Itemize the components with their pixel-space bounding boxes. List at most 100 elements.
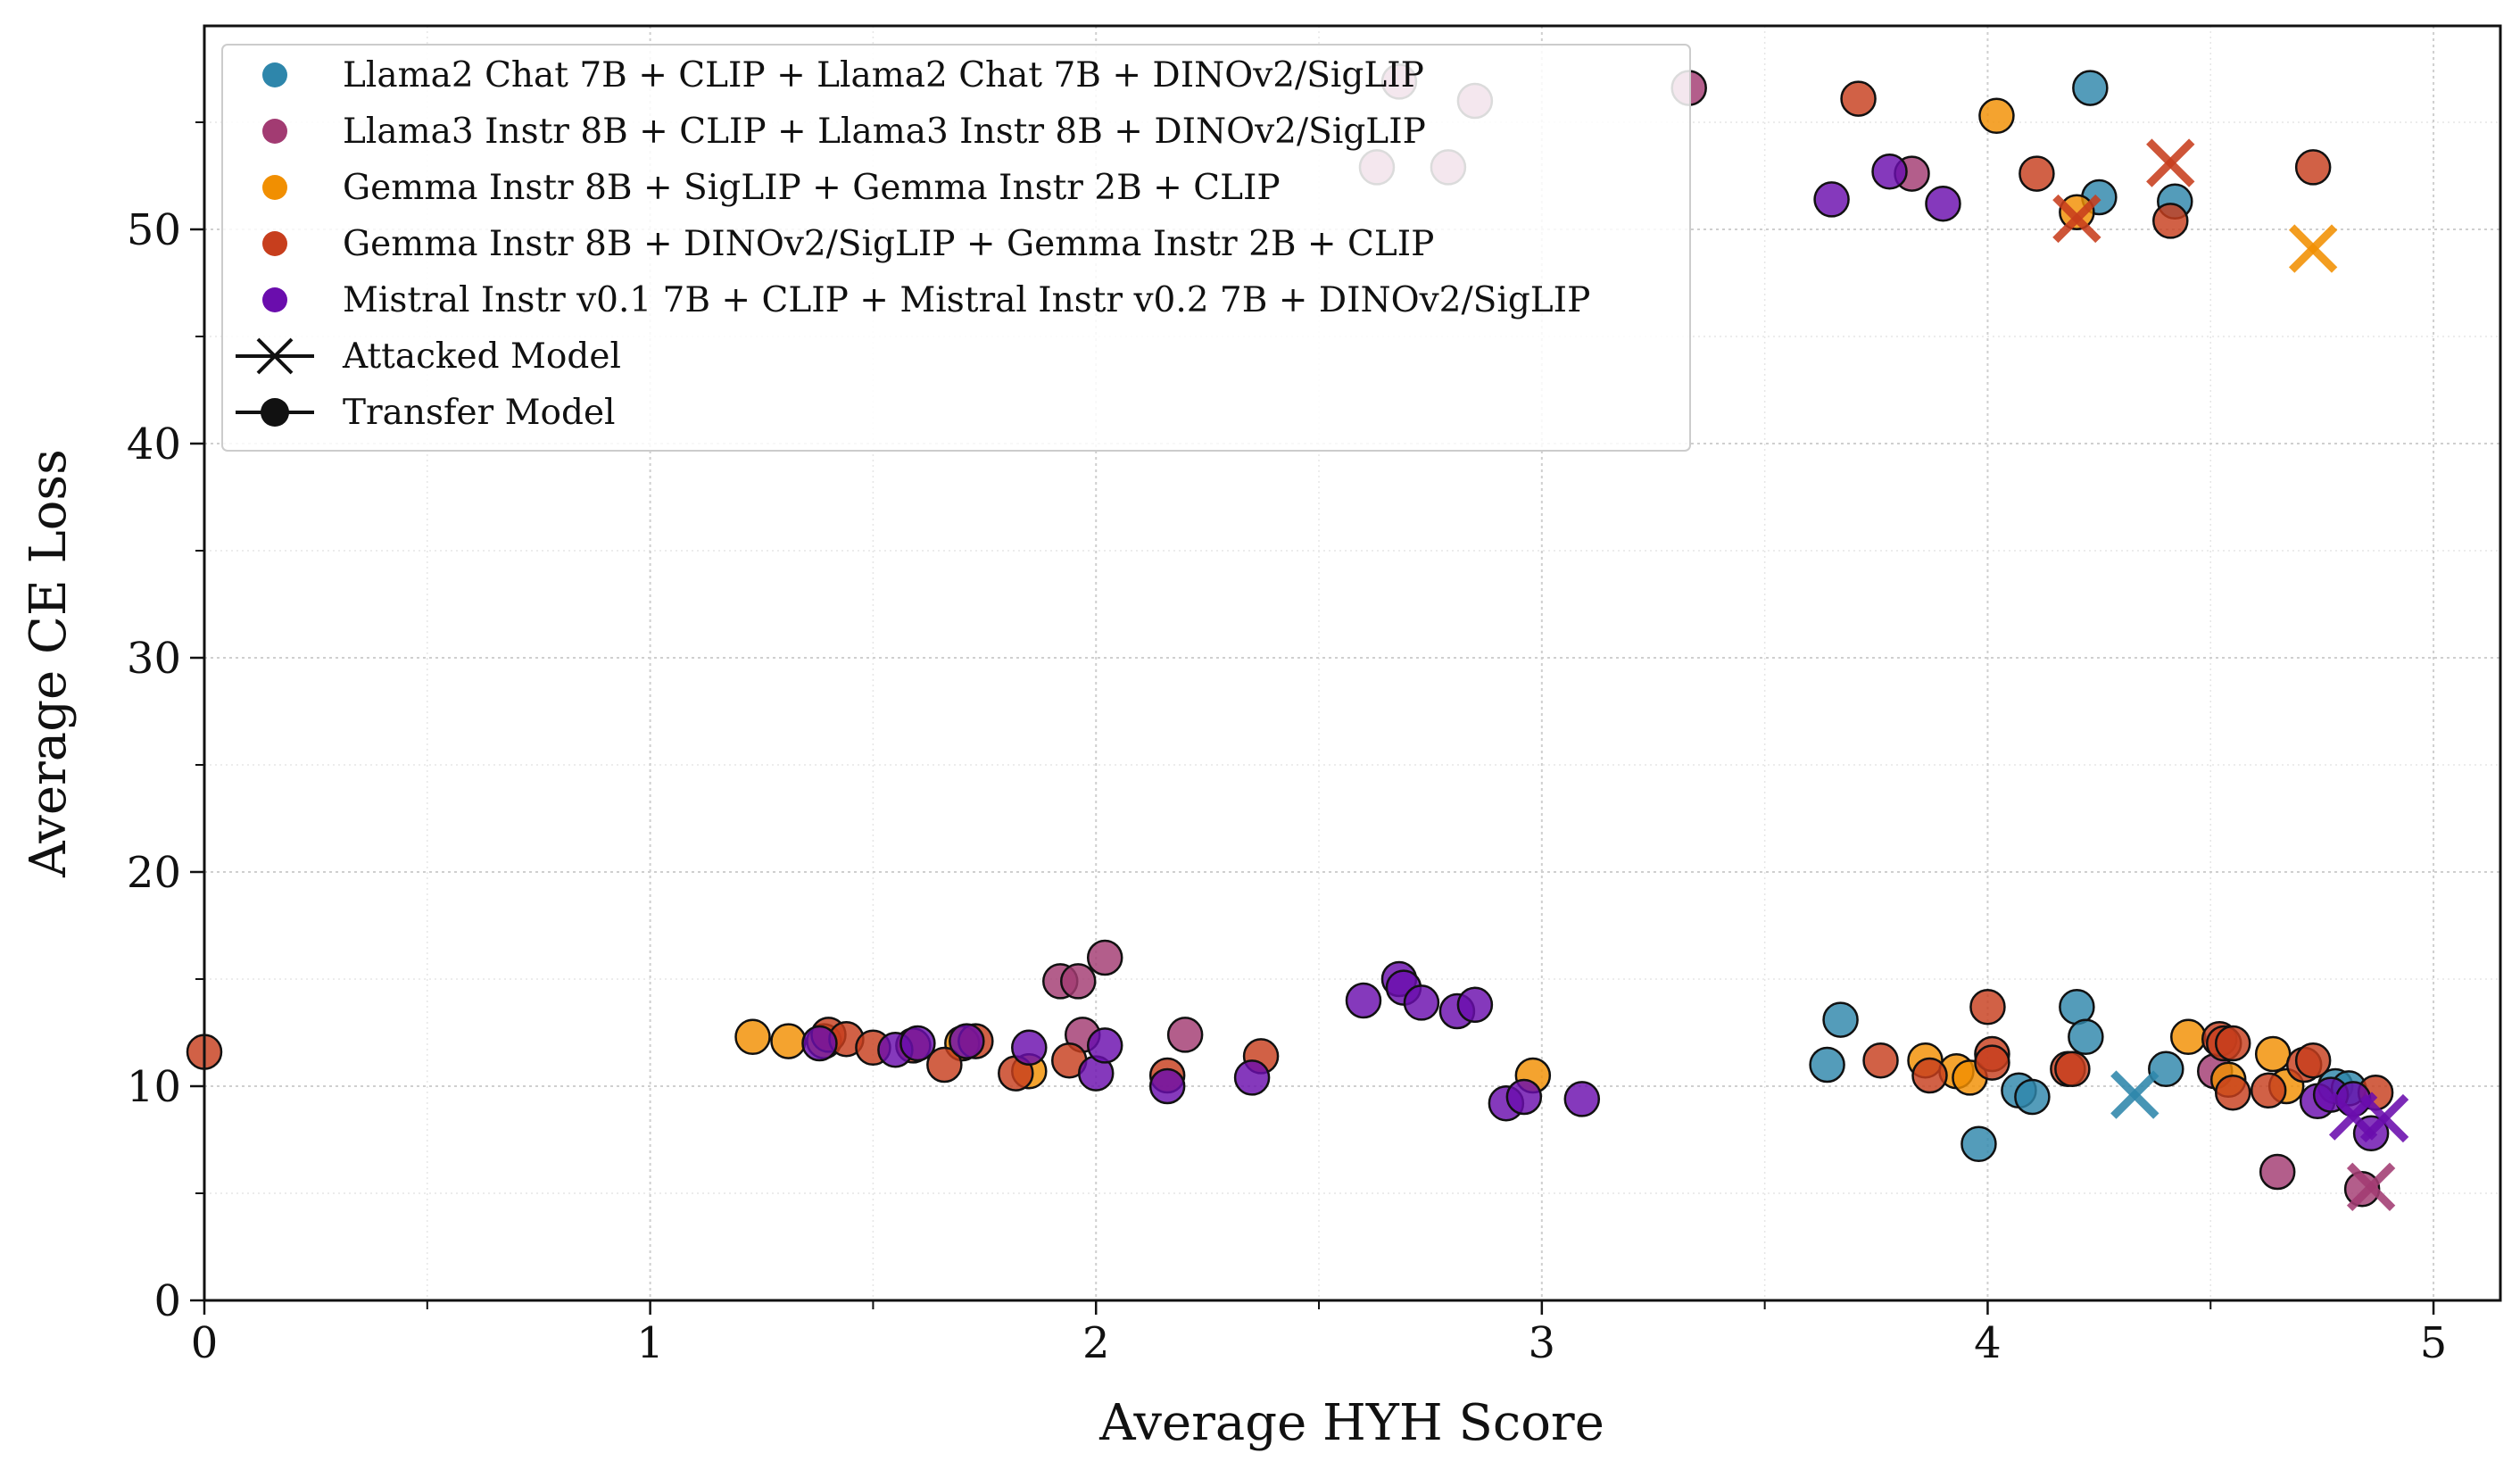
transfer-point [1840, 80, 1877, 117]
legend-label: Gemma Instr 8B + DINOv2/SigLIP + Gemma I… [343, 224, 1434, 264]
transfer-point [1086, 1027, 1123, 1064]
transfer-point [1974, 1044, 2010, 1081]
plot-frame [203, 24, 2502, 1302]
legend-marker [256, 337, 294, 375]
transfer-point [770, 1023, 807, 1059]
y-tick-label: 10 [127, 1062, 181, 1112]
series-3-attacked [2288, 224, 2338, 273]
transfer-point [1345, 982, 1382, 1019]
y-tick-label: 30 [127, 634, 181, 684]
transfer-point [926, 1046, 963, 1084]
transfer-point [2018, 155, 2055, 192]
y-axis-title: Average CE Loss [20, 449, 78, 878]
transfer-point [1148, 1067, 1186, 1105]
attacked-point [2146, 138, 2195, 187]
transfer-point [2059, 194, 2095, 231]
x-tick-label: 0 [191, 1318, 219, 1368]
legend-entry: Mistral Instr v0.1 7B + CLIP + Mistral I… [262, 280, 1590, 320]
transfer-point [1978, 97, 2015, 135]
series-1-attacked [2110, 1070, 2159, 1119]
legend-marker [262, 287, 287, 312]
series-4-attacked [2052, 138, 2195, 244]
transfer-point [2254, 1035, 2292, 1073]
transfer-point [2152, 203, 2189, 239]
series-2-attacked [2346, 1162, 2396, 1211]
transfer-point [1563, 1081, 1601, 1117]
transfer-point [2214, 1074, 2251, 1111]
legend-label: Transfer Model [343, 393, 616, 433]
legend-label: Attacked Model [342, 336, 621, 377]
transfer-point [1011, 1029, 1048, 1067]
transfer-point [2170, 1018, 2207, 1056]
transfer-point [1809, 1046, 1845, 1084]
transfer-point [1871, 153, 1908, 190]
legend-marker [261, 398, 289, 427]
legend-entry: Llama3 Instr 8B + CLIP + Llama3 Instr 8B… [262, 112, 1426, 152]
transfer-point [1925, 185, 1961, 222]
legend-label: Llama3 Instr 8B + CLIP + Llama3 Instr 8B… [343, 112, 1426, 152]
data-points [186, 63, 2409, 1211]
transfer-point [2294, 149, 2332, 186]
attacked-point-stroke [2346, 1162, 2396, 1211]
transfer-point [1166, 1017, 1204, 1053]
transfer-point [1813, 181, 1850, 218]
legend-marker [262, 62, 287, 87]
legend-marker [262, 231, 287, 256]
attacked-point-stroke [2146, 138, 2195, 187]
transfer-point [2054, 1050, 2091, 1088]
legend: Llama2 Chat 7B + CLIP + Llama2 Chat 7B +… [221, 44, 1691, 452]
legend-box [221, 44, 1691, 452]
attacked-point [2288, 224, 2338, 273]
y-tick-label: 0 [153, 1276, 181, 1326]
transfer-point [2294, 1042, 2332, 1079]
attacked-point-stroke [2052, 194, 2101, 244]
attacked-point [2346, 1162, 2396, 1211]
attacked-point-stroke [2110, 1070, 2159, 1119]
transfer-point [1086, 939, 1123, 976]
transfer-point [801, 1025, 838, 1062]
transfer-point [2259, 1153, 2296, 1191]
y-tick-label: 20 [127, 848, 181, 898]
transfer-point [1960, 1125, 1997, 1163]
transfer-point [1911, 1057, 1948, 1094]
transfer-point [2068, 1018, 2104, 1056]
attacked-point [2052, 194, 2101, 244]
transfer-point [2059, 988, 2095, 1025]
transfer-point [1822, 1001, 1859, 1038]
x-tick-label: 1 [636, 1318, 664, 1368]
transfer-point [1862, 1042, 1899, 1079]
legend-marker [262, 175, 287, 200]
legend-entry: Gemma Instr 8B + DINOv2/SigLIP + Gemma I… [262, 224, 1434, 264]
transfer-point [1059, 963, 1097, 1000]
x-tick-label: 5 [2420, 1318, 2448, 1368]
transfer-point [2343, 1170, 2381, 1208]
x-tick-label: 4 [1974, 1318, 2002, 1368]
y-tick-label: 40 [127, 419, 181, 469]
transfer-point [1969, 988, 2006, 1025]
transfer-point [734, 1018, 771, 1056]
legend-entry: Transfer Model [236, 393, 616, 433]
x-axis-title: Average HYH Score [1098, 1394, 1604, 1452]
legend-entry: Gemma Instr 8B + SigLIP + Gemma Instr 2B… [262, 168, 1281, 208]
legend-label: Gemma Instr 8B + SigLIP + Gemma Instr 2B… [343, 168, 1281, 208]
legend-entry: Attacked Model [236, 336, 621, 377]
transfer-point [899, 1025, 936, 1062]
attacked-point-stroke [2288, 224, 2338, 273]
legend-entry: Llama2 Chat 7B + CLIP + Llama2 Chat 7B +… [262, 55, 1424, 95]
legend-label: Llama2 Chat 7B + CLIP + Llama2 Chat 7B +… [343, 55, 1424, 95]
transfer-point [2072, 70, 2109, 106]
transfer-point [949, 1023, 985, 1059]
series-5-attacked [2328, 1092, 2409, 1143]
x-tick-label: 2 [1082, 1318, 1110, 1368]
transfer-point [2014, 1078, 2051, 1116]
x-tick-label: 3 [1529, 1318, 1556, 1368]
attacked-point [2359, 1093, 2409, 1143]
transfer-point [2250, 1072, 2287, 1109]
legend-marker [262, 119, 287, 144]
legend-label: Mistral Instr v0.1 7B + CLIP + Mistral I… [343, 280, 1590, 320]
y-tick-label: 50 [127, 205, 181, 255]
transfer-point [1505, 1078, 1543, 1116]
transfer-point [1456, 986, 1494, 1024]
